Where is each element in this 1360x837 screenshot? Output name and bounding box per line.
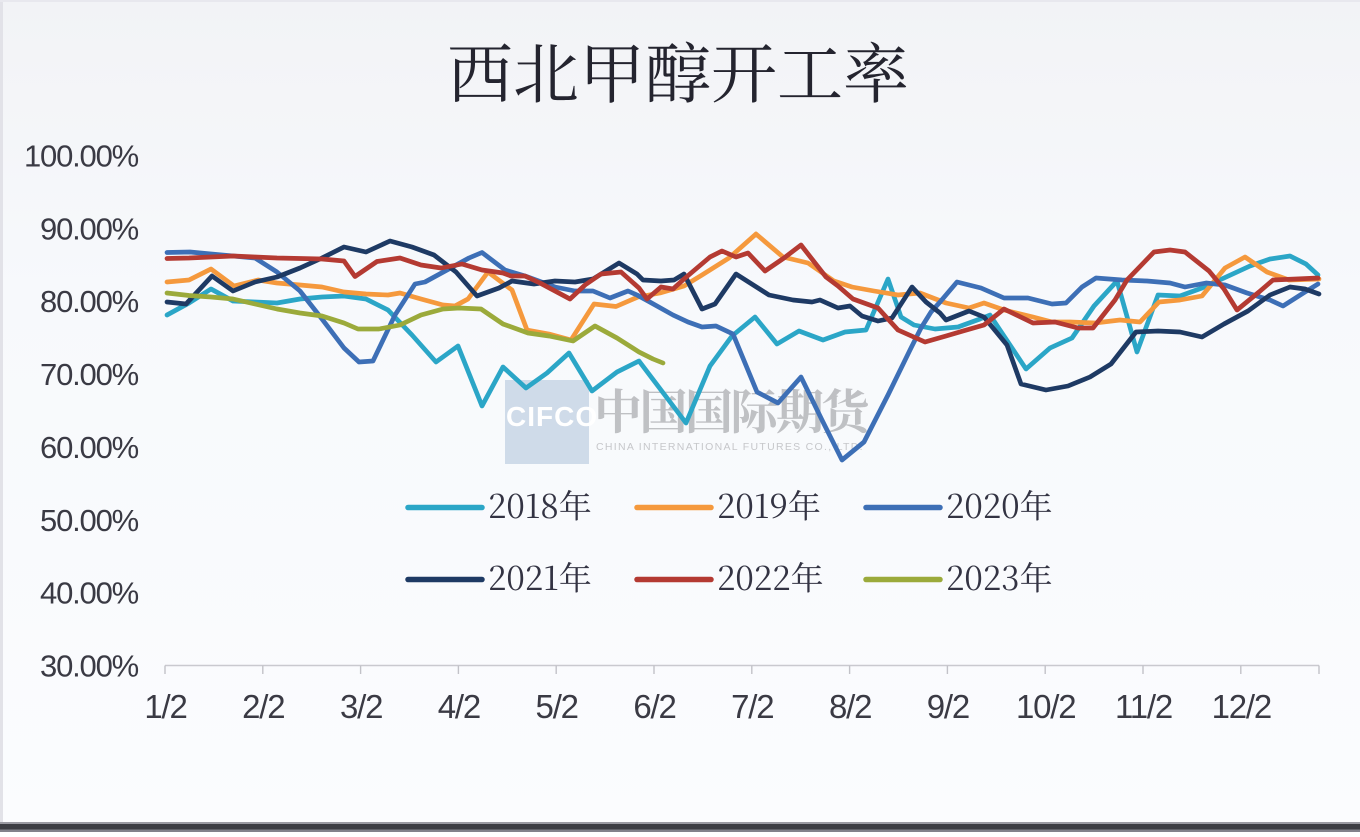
svg-text:30.00%: 30.00%	[40, 648, 139, 683]
svg-text:60.00%: 60.00%	[40, 430, 139, 465]
svg-text:10/2: 10/2	[1016, 688, 1075, 725]
svg-text:40.00%: 40.00%	[40, 576, 139, 611]
svg-text:1/2: 1/2	[144, 688, 186, 725]
svg-text:6/2: 6/2	[633, 688, 675, 725]
svg-text:4/2: 4/2	[438, 688, 480, 725]
svg-text:11/2: 11/2	[1115, 688, 1172, 725]
svg-text:3/2: 3/2	[340, 688, 382, 725]
svg-text:70.00%: 70.00%	[40, 357, 139, 392]
svg-text:12/2: 12/2	[1212, 688, 1271, 725]
svg-text:50.00%: 50.00%	[40, 503, 139, 538]
svg-text:5/2: 5/2	[536, 688, 578, 725]
svg-text:100.00%: 100.00%	[24, 139, 139, 174]
svg-text:CHINA INTERNATIONAL FUTURES CO: CHINA INTERNATIONAL FUTURES CO., LTD.	[596, 441, 864, 453]
svg-text:90.00%: 90.00%	[40, 211, 139, 246]
svg-text:CIFCO: CIFCO	[506, 401, 598, 432]
svg-text:7/2: 7/2	[731, 688, 773, 725]
svg-text:9/2: 9/2	[927, 688, 969, 725]
svg-text:2/2: 2/2	[242, 688, 284, 725]
svg-text:80.00%: 80.00%	[40, 284, 139, 319]
svg-text:8/2: 8/2	[829, 688, 871, 725]
